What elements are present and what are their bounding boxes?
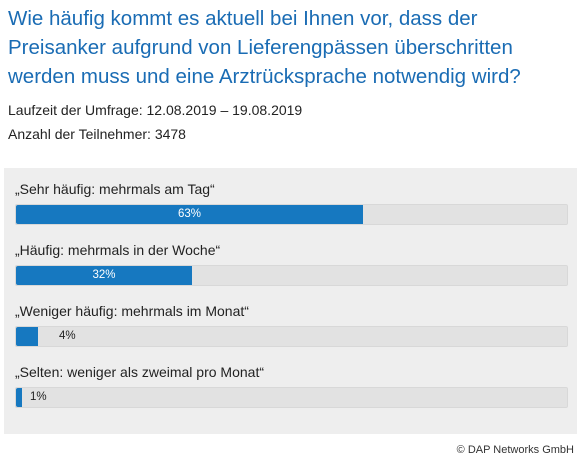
bar-fill: [16, 327, 38, 346]
result-item: „Sehr häufig: mehrmals am Tag“ 63%: [15, 180, 568, 225]
bar-track: 1%: [15, 387, 568, 408]
percent-label: 63%: [177, 208, 202, 220]
bar-fill: [16, 266, 192, 285]
answer-label: „Selten: weniger als zweimal pro Monat“: [15, 364, 264, 380]
percent-label: 4%: [59, 330, 76, 342]
answer-label: „Häufig: mehrmals in der Woche“: [15, 242, 221, 258]
answer-label: „Weniger häufig: mehrmals im Monat“: [15, 303, 249, 319]
result-item: „Häufig: mehrmals in der Woche“ 32%: [15, 241, 568, 286]
bar-fill: [16, 388, 22, 407]
answer-label: „Sehr häufig: mehrmals am Tag“: [15, 181, 215, 197]
bar-track: 63%: [15, 204, 568, 225]
survey-period: Laufzeit der Umfrage: 12.08.2019 – 19.08…: [8, 102, 303, 118]
result-item: „Weniger häufig: mehrmals im Monat“ 4%: [15, 302, 568, 347]
percent-label: 32%: [92, 269, 116, 281]
result-item: „Selten: weniger als zweimal pro Monat“ …: [15, 363, 568, 408]
bar-fill: [16, 205, 363, 224]
results-panel: „Sehr häufig: mehrmals am Tag“ 63% „Häuf…: [4, 168, 577, 434]
bar-track: 4%: [15, 326, 568, 347]
survey-question: Wie häufig kommt es aktuell bei Ihnen vo…: [8, 7, 521, 88]
bar-track: 32%: [15, 265, 568, 286]
percent-label: 1%: [30, 391, 47, 403]
participant-count: Anzahl der Teilnehmer: 3478: [8, 126, 186, 142]
copyright-notice: © DAP Networks GmbH: [456, 444, 574, 456]
